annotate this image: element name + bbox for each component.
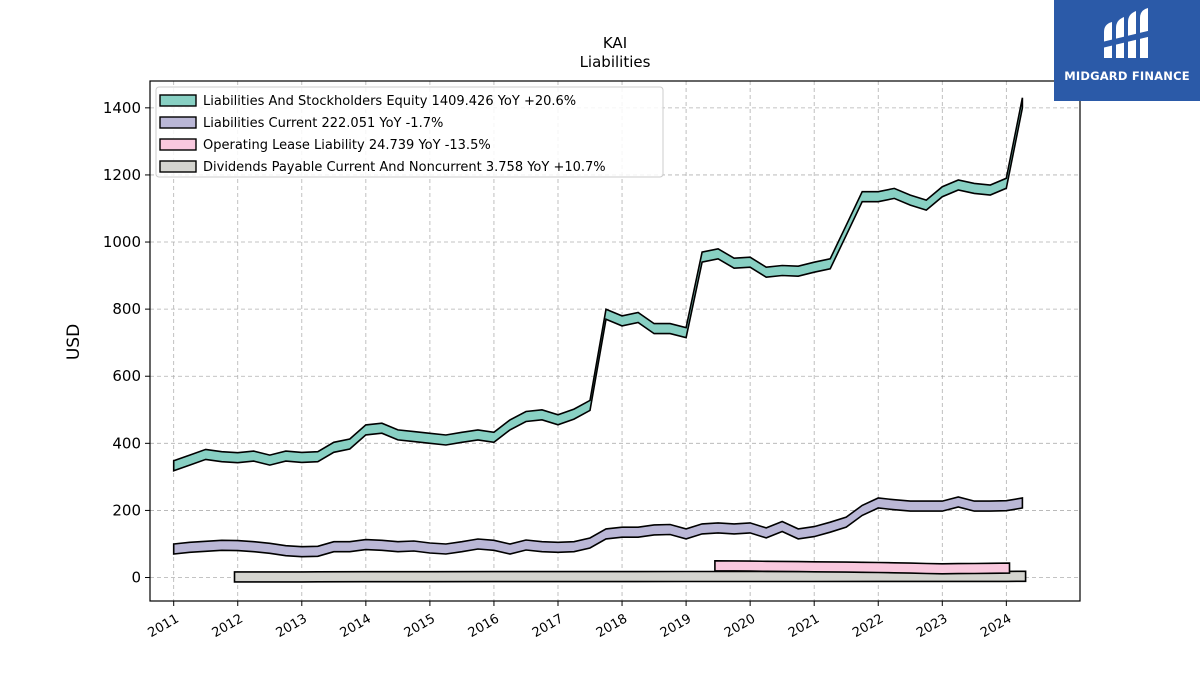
series-ribbon-dividends-payable-current-and-noncurrent — [233, 570, 1027, 583]
y-tick-label: 200 — [112, 501, 141, 519]
x-tick-label: 2024 — [978, 611, 1014, 641]
x-tick-label: 2019 — [658, 611, 694, 641]
y-tick-label: 1200 — [103, 166, 141, 184]
legend-entry: Liabilities And Stockholders Equity 1409… — [203, 94, 576, 109]
legend-entry: Liabilities Current 222.051 YoY -1.7% — [203, 116, 443, 131]
x-tick-label: 2020 — [722, 611, 758, 641]
series-ribbon-operating-lease-liability — [714, 559, 1011, 575]
legend-entry: Dividends Payable Current And Noncurrent… — [203, 160, 606, 175]
logo-wordmark: MIDGARD FINANCE — [1064, 69, 1190, 83]
y-tick-label: 600 — [112, 367, 141, 385]
y-tick-label: 1400 — [103, 99, 141, 117]
x-tick-label: 2015 — [402, 611, 438, 641]
legend-swatch — [159, 116, 197, 129]
y-tick-label: 400 — [112, 434, 141, 452]
brand-logo: MIDGARD FINANCE — [1054, 0, 1200, 101]
series-ribbon-liabilities-current — [172, 496, 1024, 558]
x-tick-label: 2018 — [594, 611, 630, 641]
x-tick-label: 2013 — [274, 611, 310, 641]
legend-swatch — [159, 160, 197, 173]
chart-subtitle: Liabilities — [580, 53, 651, 71]
y-tick-label: 800 — [112, 300, 141, 318]
plot-frame — [149, 80, 1081, 602]
x-tick-label: 2011 — [146, 611, 182, 641]
y-axis-label: USD — [64, 324, 84, 360]
x-tick-label: 2016 — [466, 611, 502, 641]
x-tick-label: 2021 — [786, 611, 822, 641]
ticks: 0 200 400 600 800 1000 1200 1400 2011 2012 2013 201… — [103, 99, 1015, 641]
x-tick-label: 2023 — [914, 611, 950, 641]
x-tick-label: 2014 — [338, 611, 374, 641]
legend-swatch — [159, 94, 197, 107]
x-tick-label: 2022 — [850, 611, 886, 641]
legend-swatch — [159, 138, 197, 151]
chart-title: KAI — [603, 34, 627, 52]
legend: Liabilities And Stockholders Equity 1409… — [155, 86, 664, 178]
x-tick-label: 2012 — [210, 611, 246, 641]
series-layer — [172, 97, 1027, 583]
y-tick-label: 1000 — [103, 233, 141, 251]
series-ribbon-liabilities-and-stockholders-equity — [172, 97, 1024, 472]
y-tick-label: 0 — [131, 569, 141, 587]
x-tick-label: 2017 — [530, 611, 566, 641]
legend-entry: Operating Lease Liability 24.739 YoY -13… — [203, 138, 491, 153]
legend-box — [155, 86, 664, 178]
logo-mark-icon — [1102, 8, 1152, 58]
